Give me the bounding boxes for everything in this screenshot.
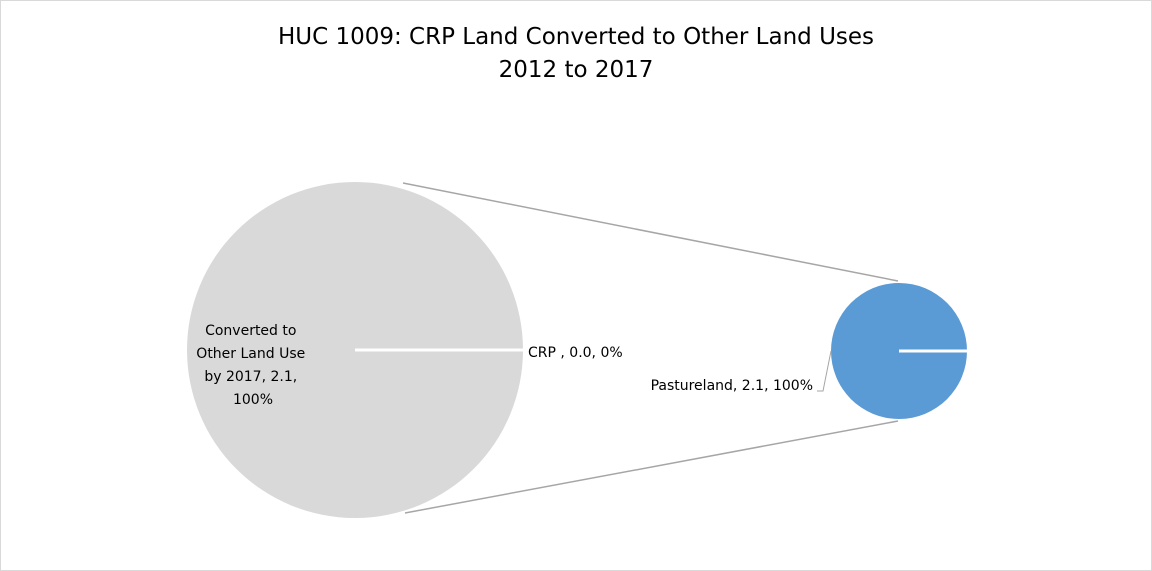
data-label-converted: Converted to Other Land Use by 2017, 2.1… [196,323,309,408]
chart-title-line1: HUC 1009: CRP Land Converted to Other La… [277,24,875,50]
data-label-converted-line3: by 2017, 2.1, [204,369,297,385]
pastureland-leader-line [817,350,832,392]
data-label-converted-line2: Other Land Use [196,346,305,362]
data-label-crp: CRP , 0.0, 0% [528,345,623,361]
chart-title: HUC 1009: CRP Land Converted to Other La… [1,21,1151,87]
chart-title-line2: 2012 to 2017 [498,57,654,83]
data-label-pastureland: Pastureland, 2.1, 100% [651,378,813,394]
connector-line-top [402,182,899,282]
data-label-converted-line1: Converted to [205,323,296,339]
connector-line-bottom [404,420,899,514]
data-label-converted-line4: 100% [233,392,273,408]
